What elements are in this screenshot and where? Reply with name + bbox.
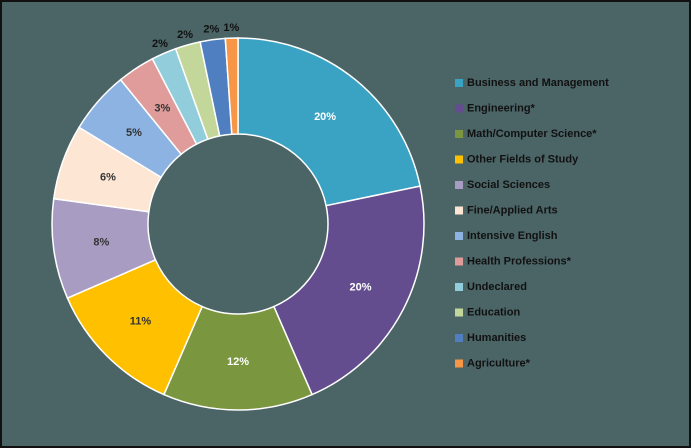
data-label: 12%	[227, 356, 249, 368]
donut-slice	[224, 37, 239, 136]
legend-label: Agriculture*	[467, 357, 531, 369]
legend-label: Fine/Applied Arts	[467, 204, 558, 216]
data-label: 3%	[154, 103, 170, 115]
legend-swatch	[455, 79, 463, 87]
data-label: 8%	[93, 237, 109, 249]
data-label: 2%	[203, 24, 219, 36]
data-label: 2%	[152, 38, 168, 50]
data-label: 20%	[350, 281, 372, 293]
legend-swatch	[455, 232, 463, 240]
legend-label: Business and Management	[467, 77, 609, 89]
legend-label: Math/Computer Science*	[467, 128, 597, 140]
legend-swatch	[455, 359, 463, 368]
donut-slice	[272, 185, 425, 396]
legend-label: Engineering*	[467, 102, 536, 114]
legend-swatch	[455, 257, 463, 266]
legend-swatch	[455, 130, 463, 138]
data-label: 6%	[100, 172, 116, 184]
data-label: 20%	[314, 111, 336, 123]
data-label: 2%	[177, 29, 193, 41]
data-label: 5%	[126, 127, 142, 139]
legend-label: Other Fields of Study	[467, 153, 579, 165]
data-label: 11%	[130, 315, 152, 327]
legend-swatch	[455, 283, 463, 291]
legend-swatch	[455, 334, 463, 342]
legend-label: Education	[467, 306, 520, 318]
donut-slice	[237, 37, 421, 207]
legend-label: Undeclared	[467, 281, 527, 293]
data-label: 1%	[223, 22, 239, 34]
legend-swatch	[455, 181, 463, 189]
legend-swatch	[455, 206, 463, 215]
legend-label: Social Sciences	[467, 179, 550, 191]
legend-label: Health Professions*	[467, 255, 572, 267]
legend-label: Humanities	[467, 332, 526, 344]
legend-swatch	[455, 104, 463, 113]
legend-swatch	[455, 308, 463, 317]
legend-swatch	[455, 155, 463, 164]
legend-label: Intensive English	[467, 230, 558, 242]
